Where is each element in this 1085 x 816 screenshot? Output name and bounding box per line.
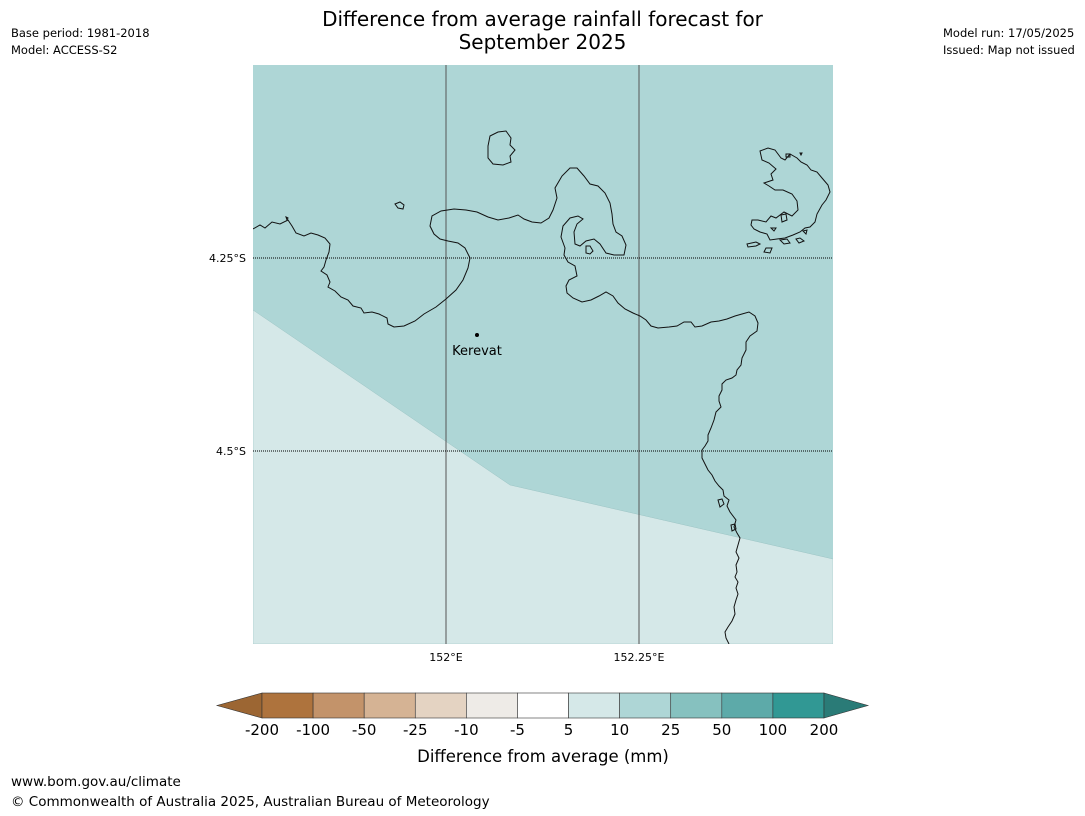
colorbar-tick-label: 100 bbox=[759, 721, 788, 739]
lat-label-4-25: 4.25°S bbox=[209, 252, 246, 265]
base-period-text: Base period: 1981-2018 bbox=[11, 26, 150, 40]
colorbar-tick-label: 50 bbox=[712, 721, 731, 739]
kerevat-marker bbox=[475, 333, 479, 337]
colorbar-tick-label: -25 bbox=[403, 721, 428, 739]
colorbar-tick-label: -200 bbox=[245, 721, 279, 739]
coastline bbox=[253, 130, 831, 644]
lon-label-152: 152°E bbox=[429, 651, 462, 664]
colorbar-tick-label: -5 bbox=[510, 721, 525, 739]
issued-text: Issued: Map not issued bbox=[943, 43, 1075, 57]
lon-label-152-25: 152.25°E bbox=[614, 651, 665, 664]
colorbar-tick-label: 25 bbox=[661, 721, 680, 739]
meta-left: Base period: 1981-2018 Model: ACCESS-S2 bbox=[11, 25, 150, 59]
lower-area bbox=[253, 309, 833, 644]
meta-right: Model run: 17/05/2025 Issued: Map not is… bbox=[943, 25, 1075, 59]
title-line-1: Difference from average rainfall forecas… bbox=[322, 7, 763, 31]
footer-url: www.bom.gov.au/climate bbox=[11, 774, 181, 790]
colorbar-tick-label: -100 bbox=[296, 721, 330, 739]
colorbar-tick-label: -50 bbox=[352, 721, 377, 739]
colorbar-tick-label: 5 bbox=[564, 721, 574, 739]
kerevat-label: Kerevat bbox=[452, 344, 502, 359]
model-text: Model: ACCESS-S2 bbox=[11, 43, 118, 57]
map-panel: Kerevat 4.25°S 4.5°S 152°E 152.25°E bbox=[209, 65, 833, 664]
title-line-2: September 2025 bbox=[458, 30, 627, 54]
colorbar-label: Difference from average (mm) bbox=[417, 747, 669, 766]
lat-label-4-5: 4.5°S bbox=[216, 445, 246, 458]
model-run-text: Model run: 17/05/2025 bbox=[943, 26, 1075, 40]
map-title: Difference from average rainfall forecas… bbox=[0, 8, 1085, 54]
colorbar-tick-label: -10 bbox=[454, 721, 479, 739]
colorbar-tick-label: 10 bbox=[610, 721, 629, 739]
footer-copyright: © Commonwealth of Australia 2025, Austra… bbox=[11, 794, 490, 810]
colorbar-tick-label: 200 bbox=[810, 721, 839, 739]
